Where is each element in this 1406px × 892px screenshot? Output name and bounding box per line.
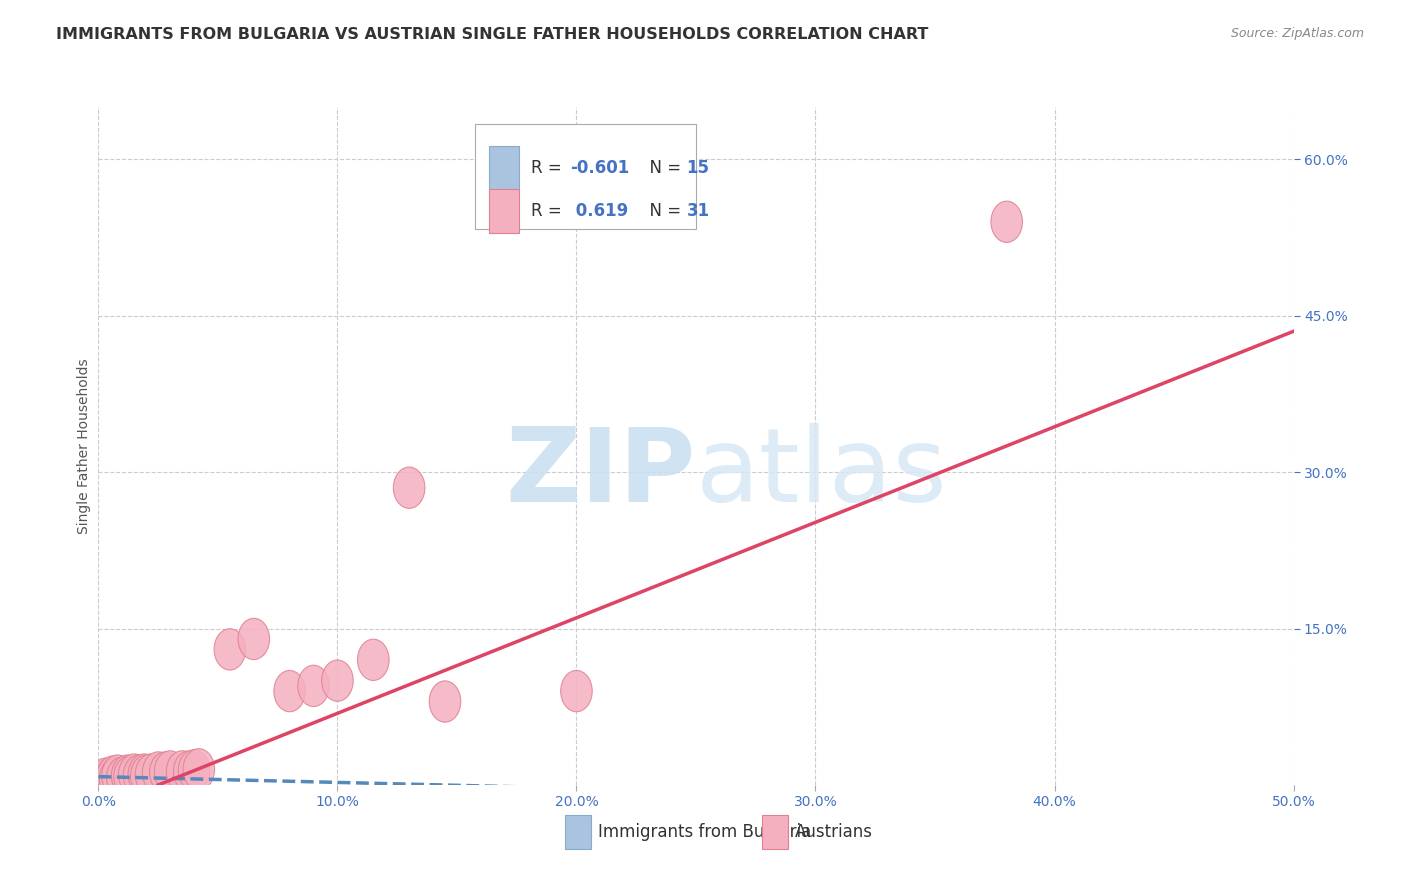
Ellipse shape (322, 660, 353, 701)
Ellipse shape (238, 618, 270, 659)
Ellipse shape (156, 763, 184, 801)
Text: R =: R = (531, 159, 567, 177)
Ellipse shape (105, 758, 135, 796)
Ellipse shape (135, 754, 167, 795)
Ellipse shape (142, 752, 174, 793)
Ellipse shape (111, 755, 143, 797)
Text: 15: 15 (686, 159, 710, 177)
Ellipse shape (108, 760, 136, 797)
Bar (565, 815, 591, 849)
Text: Source: ZipAtlas.com: Source: ZipAtlas.com (1230, 27, 1364, 40)
Ellipse shape (131, 755, 162, 797)
Ellipse shape (179, 749, 209, 791)
Ellipse shape (101, 755, 134, 797)
Ellipse shape (114, 756, 145, 797)
Ellipse shape (136, 760, 166, 797)
Text: 31: 31 (686, 202, 710, 219)
Ellipse shape (89, 762, 118, 799)
Text: ZIP: ZIP (506, 423, 696, 524)
Y-axis label: Single Father Households: Single Father Households (77, 359, 91, 533)
Ellipse shape (561, 671, 592, 712)
Ellipse shape (90, 758, 121, 799)
Ellipse shape (127, 760, 156, 797)
Bar (489, 189, 519, 233)
Ellipse shape (115, 759, 143, 797)
Ellipse shape (107, 757, 138, 798)
Ellipse shape (991, 201, 1022, 243)
Text: Immigrants from Bulgaria: Immigrants from Bulgaria (598, 823, 811, 841)
Ellipse shape (124, 755, 155, 797)
Ellipse shape (112, 762, 142, 799)
FancyBboxPatch shape (475, 124, 696, 229)
Ellipse shape (120, 761, 149, 798)
Ellipse shape (429, 681, 461, 723)
Text: 0.619: 0.619 (571, 202, 628, 219)
Ellipse shape (128, 754, 160, 795)
Text: N =: N = (638, 202, 686, 219)
Ellipse shape (96, 763, 125, 801)
Ellipse shape (149, 752, 181, 793)
Ellipse shape (173, 751, 205, 792)
Text: atlas: atlas (696, 423, 948, 524)
Ellipse shape (103, 761, 132, 798)
Bar (489, 146, 519, 190)
Text: IMMIGRANTS FROM BULGARIA VS AUSTRIAN SINGLE FATHER HOUSEHOLDS CORRELATION CHART: IMMIGRANTS FROM BULGARIA VS AUSTRIAN SIN… (56, 27, 928, 42)
Ellipse shape (87, 760, 120, 801)
Ellipse shape (357, 640, 389, 681)
Ellipse shape (101, 759, 129, 797)
Text: -0.601: -0.601 (571, 159, 630, 177)
Ellipse shape (100, 758, 131, 799)
Ellipse shape (155, 751, 186, 792)
Text: R =: R = (531, 202, 567, 219)
Text: N =: N = (638, 159, 686, 177)
Ellipse shape (298, 665, 329, 706)
Ellipse shape (97, 756, 128, 797)
Ellipse shape (94, 760, 122, 797)
Ellipse shape (118, 754, 150, 795)
Ellipse shape (394, 467, 425, 508)
Ellipse shape (132, 762, 160, 799)
Ellipse shape (183, 748, 215, 790)
Ellipse shape (274, 671, 305, 712)
Bar (762, 815, 787, 849)
Ellipse shape (143, 761, 173, 798)
Ellipse shape (214, 629, 246, 670)
Ellipse shape (94, 759, 127, 800)
Text: Austrians: Austrians (796, 823, 873, 841)
Ellipse shape (166, 751, 198, 792)
